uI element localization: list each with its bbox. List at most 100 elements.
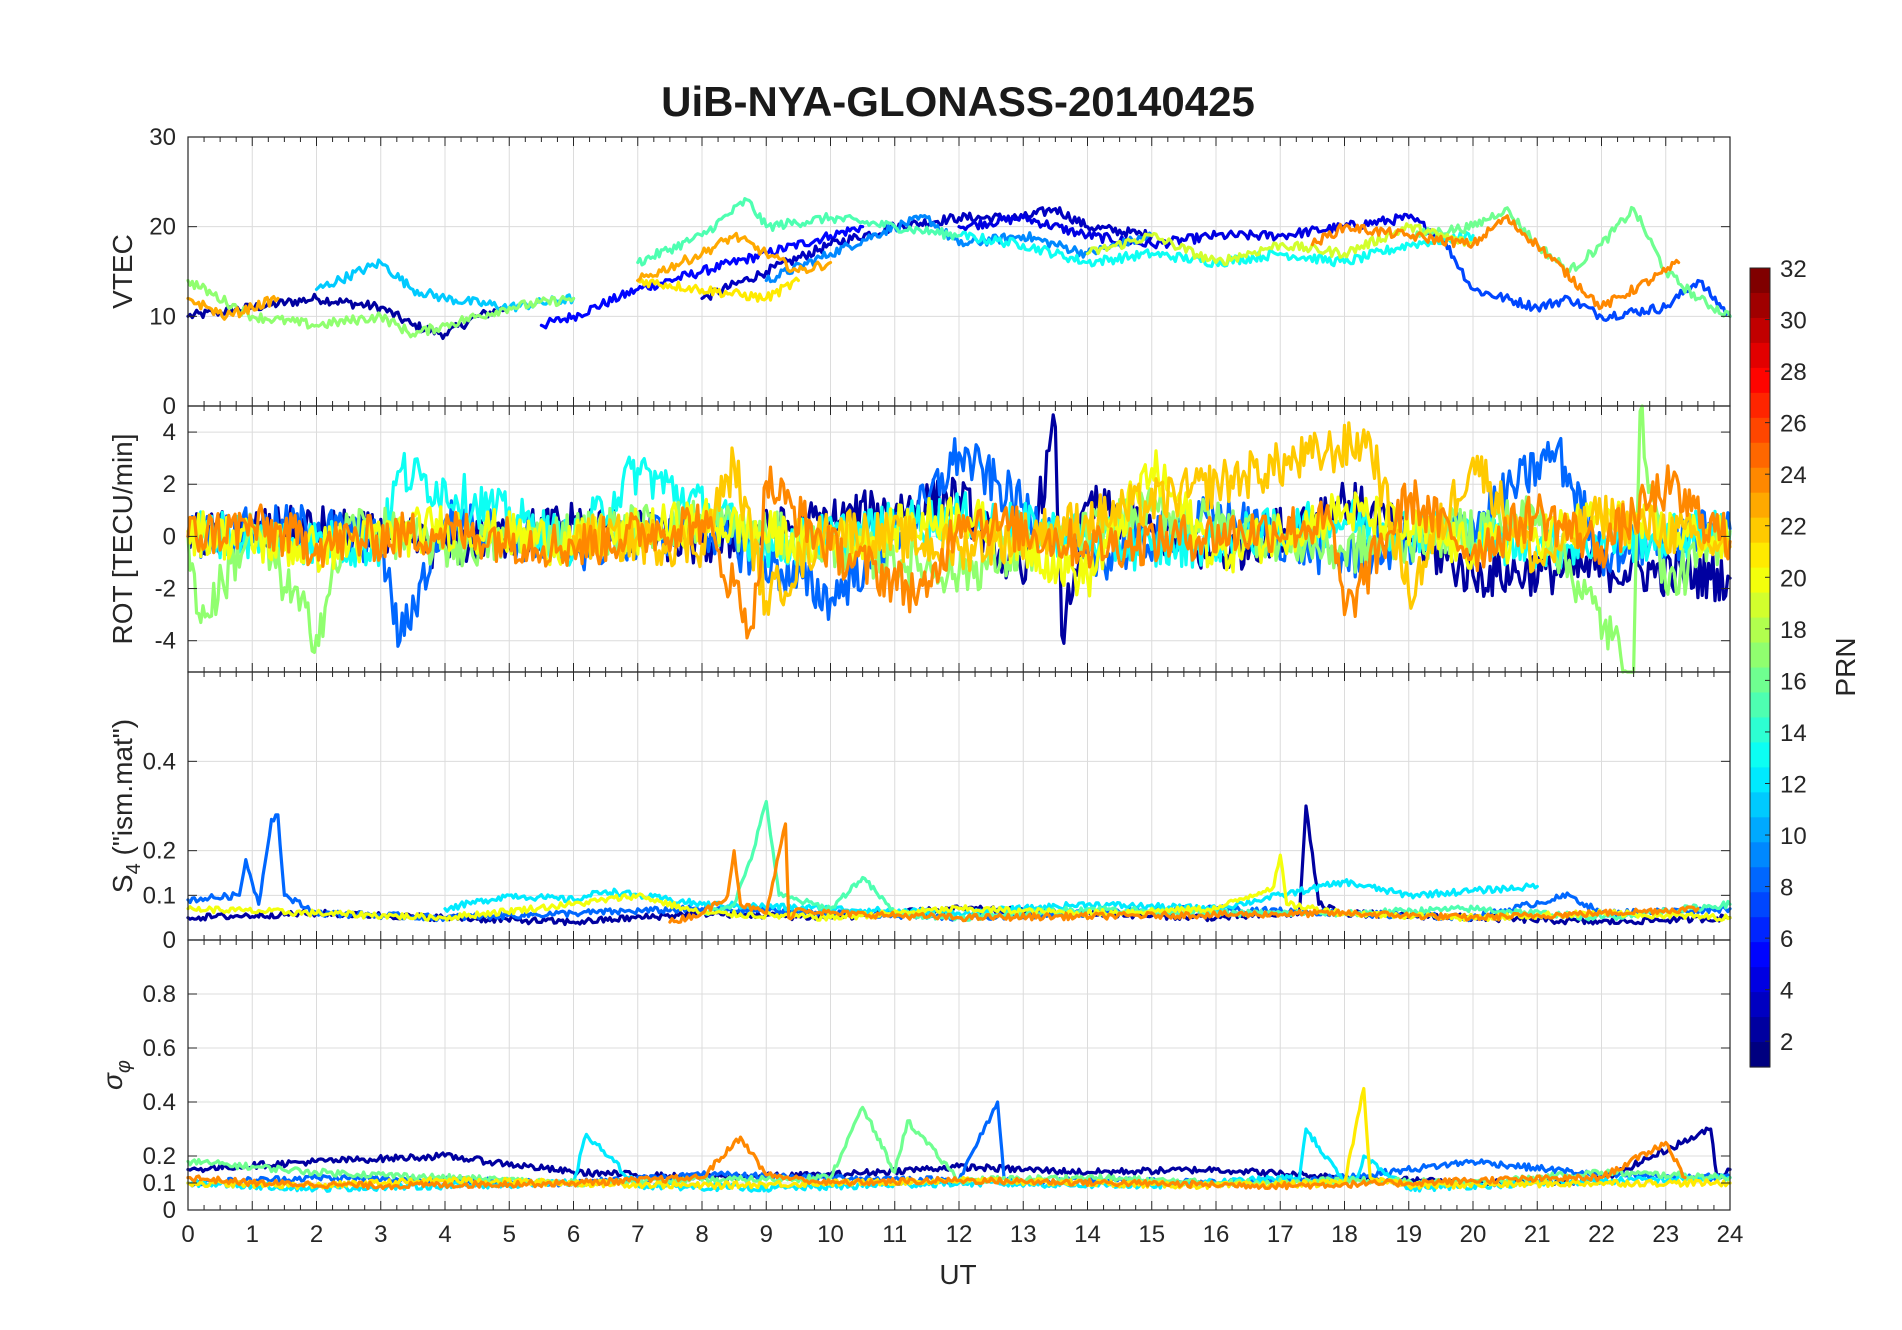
y-tick-label: 20	[149, 214, 176, 241]
colorbar-tick-label: 8	[1780, 875, 1793, 902]
colorbar-tick-label: 28	[1780, 359, 1807, 386]
colorbar-swatch	[1750, 842, 1770, 868]
x-tick-label: 9	[760, 1221, 773, 1248]
x-tick-label: 8	[695, 1221, 708, 1248]
y-tick-label: 0.8	[143, 981, 176, 1008]
y-tick-label: 0.2	[143, 838, 176, 865]
colorbar-tick-label: 12	[1780, 771, 1807, 798]
series-line-prn-17	[186, 278, 576, 339]
colorbar-swatch	[1750, 792, 1770, 818]
figure-title: UiB-NYA-GLONASS-20140425	[661, 78, 1255, 125]
y-axis-label: S4 ("ism.mat")	[107, 719, 145, 893]
colorbar-swatch	[1750, 342, 1770, 369]
y-tick-label: -2	[155, 576, 176, 603]
colorbar-swatch	[1750, 542, 1770, 569]
colorbar-swatch	[1750, 742, 1770, 768]
colorbar-swatch	[1750, 967, 1770, 993]
x-axis-label: UT	[939, 1259, 976, 1290]
x-tick-label: 13	[1010, 1221, 1037, 1248]
colorbar-swatch	[1750, 317, 1770, 344]
colorbar-swatch	[1750, 392, 1770, 419]
y-tick-label: 0	[163, 927, 176, 954]
colorbar-tick-label: 14	[1780, 720, 1807, 747]
panel-s4: 0 0.1 0.2 0.4S4 ("ism.mat")	[107, 671, 1732, 954]
colorbar-swatch	[1750, 417, 1770, 444]
colorbar-swatch	[1750, 442, 1770, 469]
x-tick-label: 14	[1074, 1221, 1101, 1248]
colorbar-swatch	[1750, 617, 1770, 644]
x-tick-label: 1	[246, 1221, 259, 1248]
series-line-prn-19	[1085, 222, 1475, 267]
colorbar-swatch	[1750, 467, 1770, 494]
y-tick-label: 0.2	[143, 1143, 176, 1170]
colorbar-swatch	[1750, 717, 1770, 744]
x-tick-label: 15	[1138, 1221, 1165, 1248]
y-tick-label: 0	[163, 523, 176, 550]
series-line-prn-5	[539, 224, 865, 330]
colorbar-swatch	[1750, 517, 1770, 544]
colorbar-tick-label: 10	[1780, 823, 1807, 850]
y-axis-label: σφ	[97, 1060, 135, 1090]
series-line-prn-24	[186, 464, 1732, 640]
y-tick-label: 10	[149, 303, 176, 330]
series-line-prn-23	[186, 295, 280, 321]
x-tick-label: 0	[181, 1221, 194, 1248]
colorbar-tick-label: 26	[1780, 411, 1807, 438]
panel-rot: -4 -2 0 2 4 ROT [TECU/min]	[107, 404, 1732, 674]
y-tick-label: 4	[163, 419, 176, 446]
x-tick-label: 4	[438, 1221, 451, 1248]
series-line-prn-24	[1310, 214, 1681, 311]
x-tick-label: 22	[1588, 1221, 1615, 1248]
y-tick-label: 0.4	[143, 748, 176, 775]
colorbar-frame	[1749, 267, 1771, 1068]
colorbar-tick-label: 30	[1780, 308, 1807, 335]
x-tick-label: 11	[882, 1221, 907, 1248]
x-tick-label: 19	[1395, 1221, 1422, 1248]
y-tick-label: 0.6	[143, 1035, 176, 1062]
colorbar-tick-label: 32	[1780, 256, 1807, 283]
y-axis-label: VTEC	[107, 234, 138, 309]
colorbar-swatch	[1750, 917, 1770, 943]
x-tick-label: 23	[1652, 1221, 1679, 1248]
panel-sigma-phi: 00.10.2 0.4 0.6 0.8 σφ	[97, 939, 1732, 1224]
colorbar-tick-label: 18	[1780, 617, 1807, 644]
colorbar-tick-label: 16	[1780, 668, 1807, 695]
colorbar-swatch	[1750, 367, 1770, 394]
colorbar-tick-label: 4	[1780, 978, 1793, 1005]
series-line-prn-7	[1439, 234, 1732, 322]
colorbar-swatch	[1750, 892, 1770, 918]
colorbar-tick-label: 22	[1780, 514, 1807, 541]
x-tick-label: 2	[310, 1221, 323, 1248]
y-tick-label: -4	[155, 628, 176, 655]
x-tick-label: 17	[1267, 1221, 1294, 1248]
colorbar-swatch	[1750, 268, 1770, 294]
colorbar-swatch	[1750, 992, 1770, 1018]
series-line-prn-24	[186, 1135, 1687, 1191]
series-line-prn-21	[636, 276, 801, 303]
y-tick-label: 0	[163, 1197, 176, 1224]
colorbar-swatch	[1750, 492, 1770, 519]
x-tick-label: 18	[1331, 1221, 1358, 1248]
colorbar-swatch	[1750, 592, 1770, 619]
y-tick-label: 2	[163, 471, 176, 498]
colorbar-swatch	[1750, 642, 1770, 669]
colorbar-swatch	[1750, 567, 1770, 594]
x-tick-label: 21	[1524, 1221, 1551, 1248]
x-tick-label: 5	[503, 1221, 516, 1248]
y-tick-label: 0.1	[143, 1170, 176, 1197]
colorbar-swatch	[1750, 667, 1770, 694]
series-line-prn-16	[1407, 205, 1732, 318]
panel-vtec: 0 10 20 30 VTEC	[107, 124, 1732, 420]
x-axis: 0 1 2 3 4 5 6 7 8 9 10 11 12 13 14 15 16 17 18 19 20 21 22 23 24	[181, 1221, 1743, 1248]
y-tick-label: 30	[149, 124, 176, 151]
x-tick-label: 6	[567, 1221, 580, 1248]
y-tick-label: 0.4	[143, 1089, 176, 1116]
x-tick-label: 24	[1717, 1221, 1744, 1248]
colorbar-swatch	[1750, 767, 1770, 793]
colorbar-swatch	[1750, 1042, 1770, 1068]
colorbar-swatch	[1750, 817, 1770, 843]
x-tick-label: 3	[374, 1221, 387, 1248]
colorbar-swatch	[1750, 692, 1770, 719]
